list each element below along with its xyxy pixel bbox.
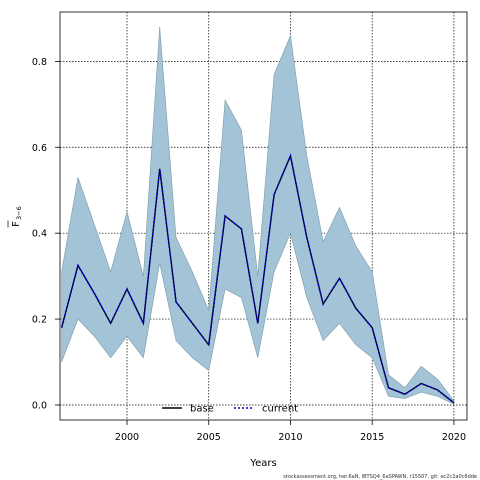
series-line-current — [60, 153, 455, 404]
y-tick-label: 0.2 — [32, 315, 47, 326]
y-tick-label: 0.0 — [32, 400, 47, 411]
plot-frame — [59, 11, 468, 421]
confidence-band — [61, 27, 455, 405]
legend-label-current: current — [262, 404, 298, 415]
x-axis-ticks: 2000 2005 2010 2015 2020 — [115, 420, 466, 443]
y-axis-title: F 3−6 — [7, 206, 23, 228]
legend-label-base: base — [190, 404, 214, 415]
y-axis-title-subscript: 3−6 — [15, 206, 23, 220]
x-tick-label: 2015 — [360, 432, 384, 443]
x-axis-title: Years — [249, 458, 276, 469]
y-axis-ticks: 0.0 0.2 0.4 0.6 0.8 — [32, 57, 60, 411]
x-tick-label: 2000 — [115, 432, 139, 443]
y-tick-label: 0.8 — [32, 57, 47, 68]
y-tick-label: 0.4 — [32, 229, 47, 240]
x-tick-label: 2020 — [442, 432, 466, 443]
footer-text: stockassessment.org, her.6aN, IBTSQ4_6aS… — [283, 474, 477, 480]
x-tick-label: 2005 — [197, 432, 221, 443]
y-axis-title-main: F — [11, 221, 22, 227]
x-tick-label: 2010 — [278, 432, 302, 443]
legend: base current — [162, 404, 298, 415]
series-layer — [60, 153, 455, 404]
y-tick-label: 0.6 — [32, 143, 47, 154]
confidence-band-layer — [61, 27, 455, 405]
